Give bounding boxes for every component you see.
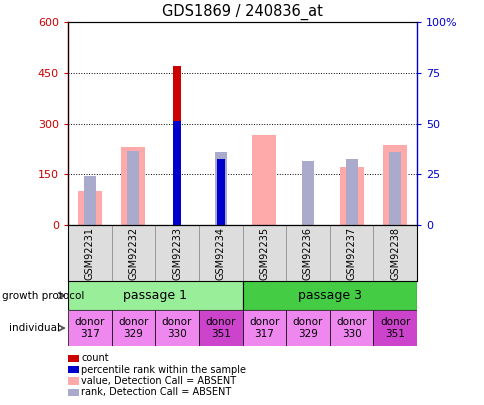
Title: GDS1869 / 240836_at: GDS1869 / 240836_at (162, 3, 322, 19)
Text: donor
317: donor 317 (249, 317, 279, 339)
Text: donor
317: donor 317 (75, 317, 105, 339)
Bar (173, 66, 181, 225)
Text: donor
351: donor 351 (379, 317, 409, 339)
Bar (83, 176, 96, 225)
Text: donor
330: donor 330 (162, 317, 192, 339)
Text: GSM92234: GSM92234 (215, 227, 225, 279)
Bar (77, 191, 102, 225)
Text: GSM92237: GSM92237 (346, 226, 356, 280)
FancyBboxPatch shape (68, 281, 242, 310)
FancyBboxPatch shape (329, 310, 373, 346)
FancyBboxPatch shape (111, 225, 155, 281)
Text: percentile rank within the sample: percentile rank within the sample (81, 365, 246, 375)
Text: donor
329: donor 329 (118, 317, 148, 339)
Text: individual: individual (9, 323, 60, 333)
Text: passage 1: passage 1 (123, 289, 187, 302)
Text: growth protocol: growth protocol (2, 291, 85, 301)
FancyBboxPatch shape (242, 225, 286, 281)
FancyBboxPatch shape (286, 310, 329, 346)
FancyBboxPatch shape (111, 310, 155, 346)
Bar (214, 152, 227, 225)
Text: passage 3: passage 3 (297, 289, 361, 302)
Text: donor
330: donor 330 (336, 317, 366, 339)
Bar (216, 159, 224, 225)
FancyBboxPatch shape (155, 310, 198, 346)
Text: value, Detection Call = ABSENT: value, Detection Call = ABSENT (81, 376, 236, 386)
Text: rank, Detection Call = ABSENT: rank, Detection Call = ABSENT (81, 388, 231, 397)
Text: count: count (81, 354, 109, 363)
Bar (121, 147, 145, 225)
FancyBboxPatch shape (242, 281, 416, 310)
Text: donor
351: donor 351 (205, 317, 235, 339)
FancyBboxPatch shape (198, 225, 242, 281)
FancyBboxPatch shape (373, 225, 416, 281)
Text: GSM92236: GSM92236 (302, 227, 312, 279)
Text: GSM92235: GSM92235 (259, 226, 269, 280)
Bar (382, 145, 407, 225)
FancyBboxPatch shape (242, 310, 286, 346)
Bar (345, 159, 357, 225)
FancyBboxPatch shape (286, 225, 329, 281)
Bar (301, 161, 314, 225)
FancyBboxPatch shape (329, 225, 373, 281)
FancyBboxPatch shape (198, 310, 242, 346)
FancyBboxPatch shape (155, 225, 198, 281)
Bar (127, 151, 139, 225)
Text: GSM92238: GSM92238 (390, 227, 399, 279)
Bar (173, 121, 181, 225)
Bar (339, 167, 363, 225)
Text: GSM92233: GSM92233 (172, 227, 182, 279)
FancyBboxPatch shape (68, 310, 111, 346)
Bar (388, 152, 401, 225)
FancyBboxPatch shape (68, 225, 111, 281)
Text: GSM92231: GSM92231 (85, 227, 94, 279)
Bar (252, 135, 276, 225)
Text: donor
329: donor 329 (292, 317, 322, 339)
FancyBboxPatch shape (373, 310, 416, 346)
Text: GSM92232: GSM92232 (128, 226, 138, 280)
Bar (216, 159, 224, 225)
